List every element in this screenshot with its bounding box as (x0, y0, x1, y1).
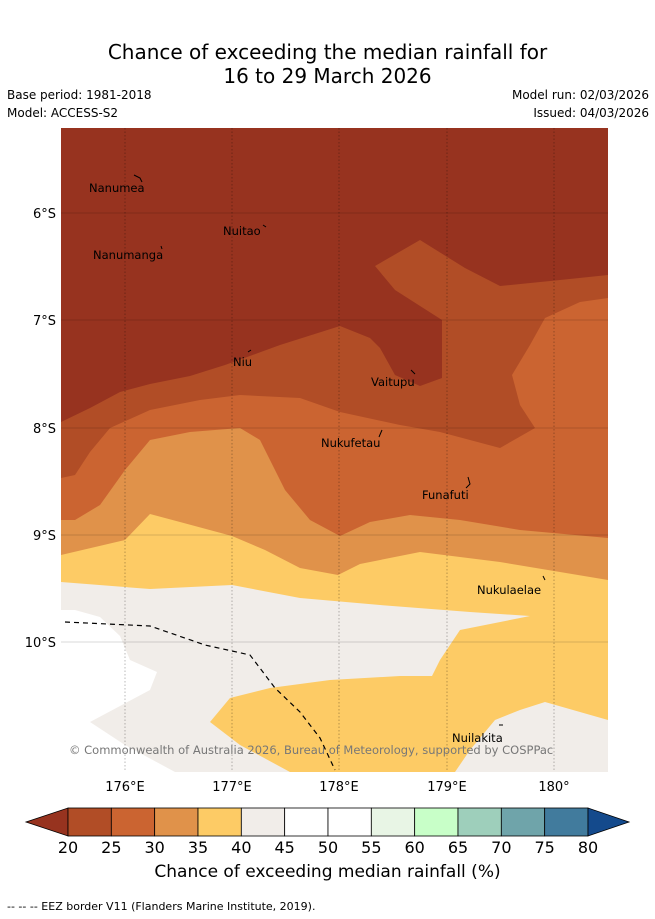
band-45-50-white (61, 610, 175, 772)
lat-label-8s: 8°S (33, 422, 56, 437)
label-nukulaelae: Nukulaelae (477, 583, 541, 597)
island-nanumea (133, 174, 143, 183)
label-nuilakita: Nuilakita (452, 731, 503, 745)
colorbar-cell-75-80 (544, 807, 589, 837)
place-labels: Nanumea Nuitao Nanumanga Niu Vaitupu Nuk… (89, 181, 541, 745)
label-nuitao: Nuitao (223, 224, 261, 238)
colorbar-tick-10: 70 (491, 838, 512, 857)
probability-fill (61, 128, 608, 772)
lon-label-177e: 177°E (212, 780, 252, 795)
island-outlines (133, 174, 546, 726)
lat-label-6s: 6°S (33, 207, 56, 222)
colorbar-cell-60-65 (414, 807, 459, 837)
base-period: Base period: 1981-2018 (7, 88, 152, 102)
label-funafuti: Funafuti (422, 488, 469, 502)
colorbar-cell-40-45 (240, 807, 286, 837)
eez-legend: -- -- -- EEZ border V11 (Flanders Marine… (7, 900, 316, 913)
label-niu: Niu (233, 355, 252, 369)
colorbar-tick-5: 45 (274, 838, 295, 857)
colorbar-cell-50-55 (327, 807, 372, 837)
lat-label-7s: 7°S (33, 314, 56, 329)
island-vaitupu (410, 369, 416, 375)
title-line-2: 16 to 29 March 2026 (223, 64, 432, 88)
colorbar-tick-11: 75 (534, 838, 555, 857)
island-funafuti (465, 476, 471, 489)
issued-date: Issued: 04/03/2026 (533, 106, 649, 120)
lon-label-176e: 176°E (105, 780, 145, 795)
colorbar-cell-55-60 (370, 807, 416, 837)
colorbar-tick-12: 80 (577, 838, 599, 857)
copyright-notice: © Commonwealth of Australia 2026, Bureau… (69, 743, 553, 757)
longitude-labels: 176°E 177°E 178°E 179°E 180° (105, 780, 569, 795)
label-nanumanga: Nanumanga (93, 248, 163, 262)
map-gridlines (61, 128, 608, 772)
colorbar-cell-25-30 (110, 807, 156, 837)
title-line-1: Chance of exceeding the median rainfall … (107, 40, 548, 64)
label-nanumea: Nanumea (89, 181, 145, 195)
label-nukufetau: Nukufetau (321, 436, 380, 450)
lon-label-179e: 179°E (427, 780, 467, 795)
colorbar-tick-6: 50 (317, 838, 339, 857)
latitude-labels: 6°S 7°S 8°S 9°S 10°S (25, 207, 56, 651)
island-nukufetau (378, 429, 383, 438)
island-nanumanga (160, 245, 163, 250)
colorbar-cell-35-40 (197, 807, 242, 837)
island-nukulaelae (542, 575, 546, 581)
colorbar-cell-65-70 (457, 807, 502, 837)
colorbar-tick-1: 25 (101, 838, 122, 857)
model-name: Model: ACCESS-S2 (7, 106, 119, 120)
map-title: Chance of exceeding the median rainfall … (0, 40, 655, 88)
lon-label-180: 180° (538, 780, 569, 795)
colorbar-arrow-high (587, 807, 631, 837)
colorbar-cell-70-75 (500, 807, 546, 837)
band-below-20 (61, 128, 608, 422)
eez-border (64, 621, 336, 771)
colorbar-cell-30-35 (154, 807, 199, 837)
colorbar-arrow-low (24, 807, 69, 837)
colorbar-tick-7: 55 (361, 838, 382, 857)
colorbar-tick-8: 60 (404, 838, 425, 857)
island-niu (247, 349, 252, 353)
lat-label-9s: 9°S (33, 529, 56, 544)
colorbar-title: Chance of exceeding median rainfall (%) (154, 862, 501, 882)
lat-label-10s: 10°S (25, 636, 56, 651)
colorbar-tick-0: 20 (57, 838, 79, 857)
colorbar-cell-20-25 (67, 807, 112, 837)
label-vaitupu: Vaitupu (371, 375, 415, 389)
colorbar-tick-4: 40 (231, 838, 252, 857)
colorbar-cell-45-50 (284, 807, 329, 837)
model-run: Model run: 02/03/2026 (511, 88, 649, 102)
colorbar-tick-9: 65 (447, 838, 469, 857)
colorbar-cells (24, 807, 631, 837)
island-nuitao (262, 224, 267, 228)
colorbar-tick-2: 30 (144, 838, 165, 857)
colorbar-tick-3: 35 (187, 838, 209, 857)
lon-label-178e: 178°E (319, 780, 359, 795)
